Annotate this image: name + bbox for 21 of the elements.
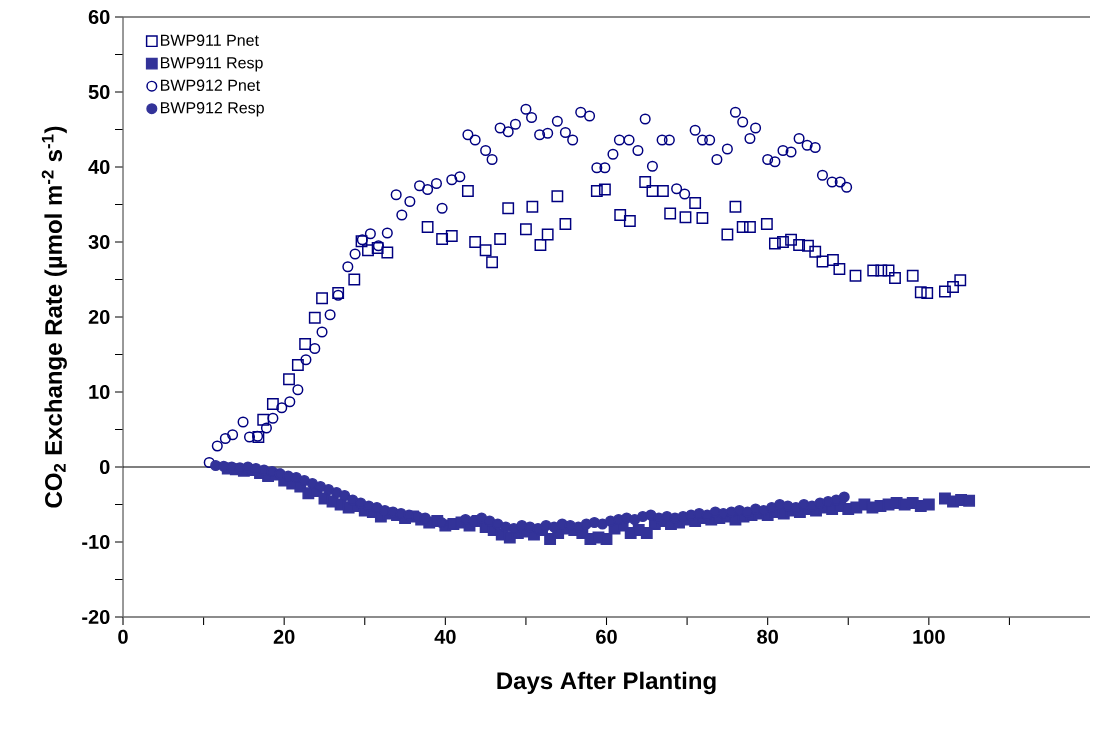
x-axis-title: Days After Planting	[497, 671, 716, 695]
y-tick-label: 60	[88, 9, 110, 25]
y-tick-label: 20	[88, 309, 110, 325]
y-tick-label: -10	[82, 534, 110, 550]
legend-label: BWP911 Resp	[161, 57, 263, 72]
y-tick-label: 30	[88, 234, 110, 250]
x-tick-label: 100	[913, 629, 945, 644]
y-tick-label: 10	[89, 384, 110, 400]
x-tick-label: 20	[273, 629, 295, 644]
y-tick-label: -20	[82, 609, 110, 625]
y-tick-label: 50	[88, 84, 110, 100]
x-tick-label: 60	[596, 629, 617, 644]
y-axis-title: CO$_{2}$ Exchange Rate (µmol m$^{-2}$ s$^{-1}$)	[41, 126, 67, 508]
legend-label: BWP911 Pnet	[161, 34, 259, 46]
y-tick-label: 0	[99, 459, 110, 475]
x-tick-label: 40	[434, 629, 456, 644]
legend-label: BWP912 Pnet	[161, 79, 261, 91]
y-tick-label: 40	[88, 159, 110, 175]
x-tick-label: 80	[757, 629, 778, 644]
x-tick-label: 0	[118, 629, 128, 644]
legend-label: BWP912 Resp	[161, 102, 264, 117]
